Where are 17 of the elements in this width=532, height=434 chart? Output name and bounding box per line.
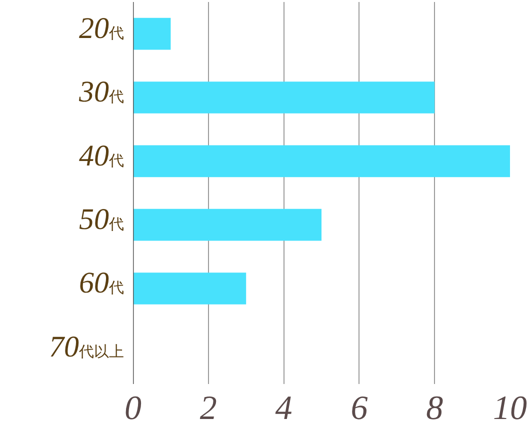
y-tick-label: 30代 bbox=[78, 76, 124, 109]
bar bbox=[133, 272, 246, 304]
y-tick-label: 70代以上 bbox=[49, 330, 124, 364]
bar bbox=[133, 145, 510, 178]
y-tick-label: 60代 bbox=[79, 266, 124, 300]
x-tick-label: 0 bbox=[124, 390, 142, 427]
y-tick-label: 20代 bbox=[79, 12, 124, 46]
x-tick-label: 8 bbox=[426, 390, 444, 427]
x-tick-label: 2 bbox=[200, 390, 217, 427]
x-tick-label: 6 bbox=[350, 390, 368, 427]
y-tick-label: 40代 bbox=[79, 139, 124, 172]
bar bbox=[133, 82, 435, 114]
y-tick-label: 50代 bbox=[79, 203, 124, 236]
x-tick-label: 4 bbox=[275, 390, 292, 427]
bar bbox=[133, 208, 322, 241]
bar bbox=[133, 18, 171, 50]
x-tick-label: 10 bbox=[493, 390, 527, 427]
